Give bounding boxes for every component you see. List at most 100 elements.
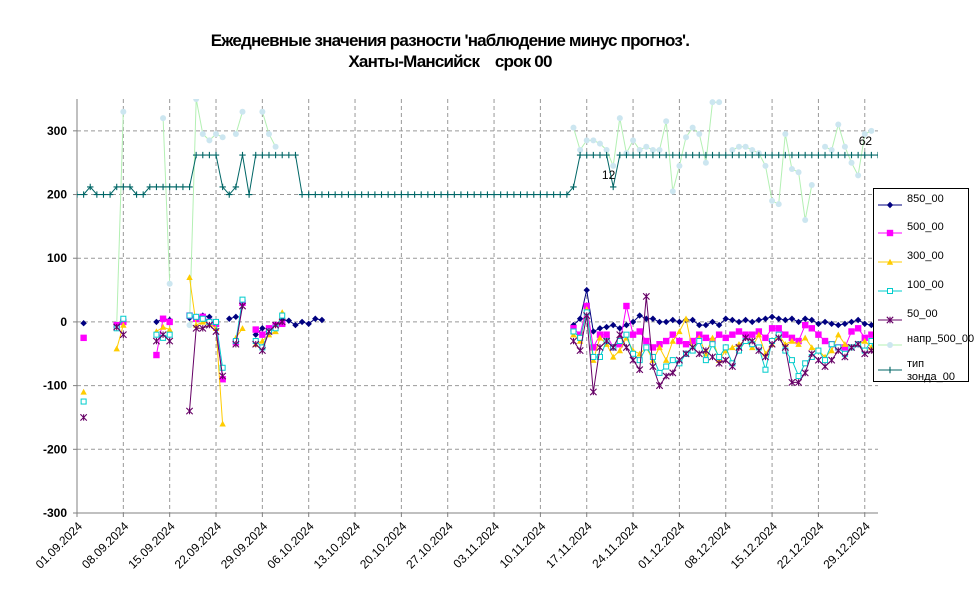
data-point <box>477 191 485 198</box>
data-point <box>523 191 531 198</box>
data-point <box>424 191 432 198</box>
data-point <box>841 151 849 159</box>
data-point <box>655 382 664 390</box>
data-point <box>822 357 829 364</box>
data-point <box>206 137 213 144</box>
data-point <box>821 318 829 326</box>
data-point <box>861 320 868 328</box>
data-point <box>391 191 398 198</box>
data-point <box>847 343 856 351</box>
data-point <box>213 131 220 138</box>
legend-item: 100_00 <box>874 276 968 306</box>
data-point <box>729 146 736 153</box>
data-point <box>801 369 809 377</box>
data-point <box>782 316 789 324</box>
legend-swatch-marker <box>886 201 894 209</box>
data-point <box>682 341 690 348</box>
data-point <box>192 324 200 332</box>
data-point <box>272 143 279 150</box>
data-point <box>755 346 763 355</box>
data-point <box>663 363 670 370</box>
data-point <box>576 151 584 159</box>
data-annotation: 12 <box>602 168 616 182</box>
data-point <box>629 331 637 338</box>
data-point <box>696 338 703 345</box>
data-point <box>689 337 696 345</box>
data-point <box>656 146 663 153</box>
data-point <box>715 359 723 367</box>
data-point <box>656 318 663 326</box>
data-point <box>861 350 869 358</box>
data-point <box>239 151 246 159</box>
data-point <box>768 151 776 159</box>
series-line <box>116 111 124 326</box>
data-point <box>828 146 835 153</box>
data-point <box>663 118 670 125</box>
data-point <box>815 320 822 328</box>
data-point <box>119 331 127 339</box>
data-point <box>292 151 299 159</box>
data-point <box>841 341 849 347</box>
data-point <box>828 320 835 328</box>
data-point <box>100 191 107 198</box>
data-point <box>821 151 829 159</box>
data-point <box>808 316 816 324</box>
data-point <box>755 151 763 159</box>
data-point <box>729 151 736 159</box>
x-tick-label: 20.10.2024 <box>357 519 410 572</box>
data-point <box>623 151 630 159</box>
data-point <box>159 323 167 330</box>
data-point <box>855 172 862 179</box>
data-point <box>596 151 604 159</box>
data-point <box>583 286 590 294</box>
data-point <box>643 151 650 159</box>
data-point <box>199 324 207 332</box>
data-point <box>411 191 418 198</box>
data-point <box>212 151 220 159</box>
data-point <box>821 337 829 345</box>
data-point <box>808 181 815 188</box>
data-point <box>285 317 293 324</box>
data-point <box>861 337 868 344</box>
data-point <box>87 183 94 191</box>
data-point <box>854 316 862 324</box>
data-point <box>120 183 127 191</box>
data-point <box>563 191 571 198</box>
data-point <box>630 137 637 144</box>
data-point <box>113 323 121 331</box>
data-point <box>259 325 266 332</box>
data-point <box>616 115 623 122</box>
data-point <box>636 328 643 335</box>
data-point <box>874 151 878 159</box>
data-point <box>186 274 193 281</box>
data-point <box>775 325 782 332</box>
data-point <box>557 191 564 198</box>
legend-label: 500_00 <box>907 221 944 233</box>
data-point <box>457 191 465 198</box>
data-point <box>398 191 405 198</box>
data-point <box>788 315 796 322</box>
y-tick-label: -300 <box>43 506 67 520</box>
data-point <box>226 315 233 322</box>
data-point <box>186 183 193 191</box>
legend-swatch <box>878 288 902 294</box>
legend-swatch <box>878 229 902 237</box>
data-point <box>749 318 756 326</box>
data-point <box>543 191 551 198</box>
data-point <box>80 334 87 342</box>
data-point <box>616 331 624 339</box>
data-point <box>232 183 240 191</box>
data-point <box>788 151 796 159</box>
data-point <box>841 143 848 150</box>
data-point <box>616 347 624 354</box>
data-point <box>272 151 279 159</box>
data-point <box>814 356 823 364</box>
data-point <box>298 318 306 326</box>
data-point <box>298 191 306 198</box>
legend-swatch-marker <box>886 316 894 324</box>
data-point <box>828 347 835 354</box>
data-point <box>120 108 127 115</box>
data-point <box>808 325 816 332</box>
data-point <box>285 151 293 159</box>
data-point <box>596 325 604 332</box>
